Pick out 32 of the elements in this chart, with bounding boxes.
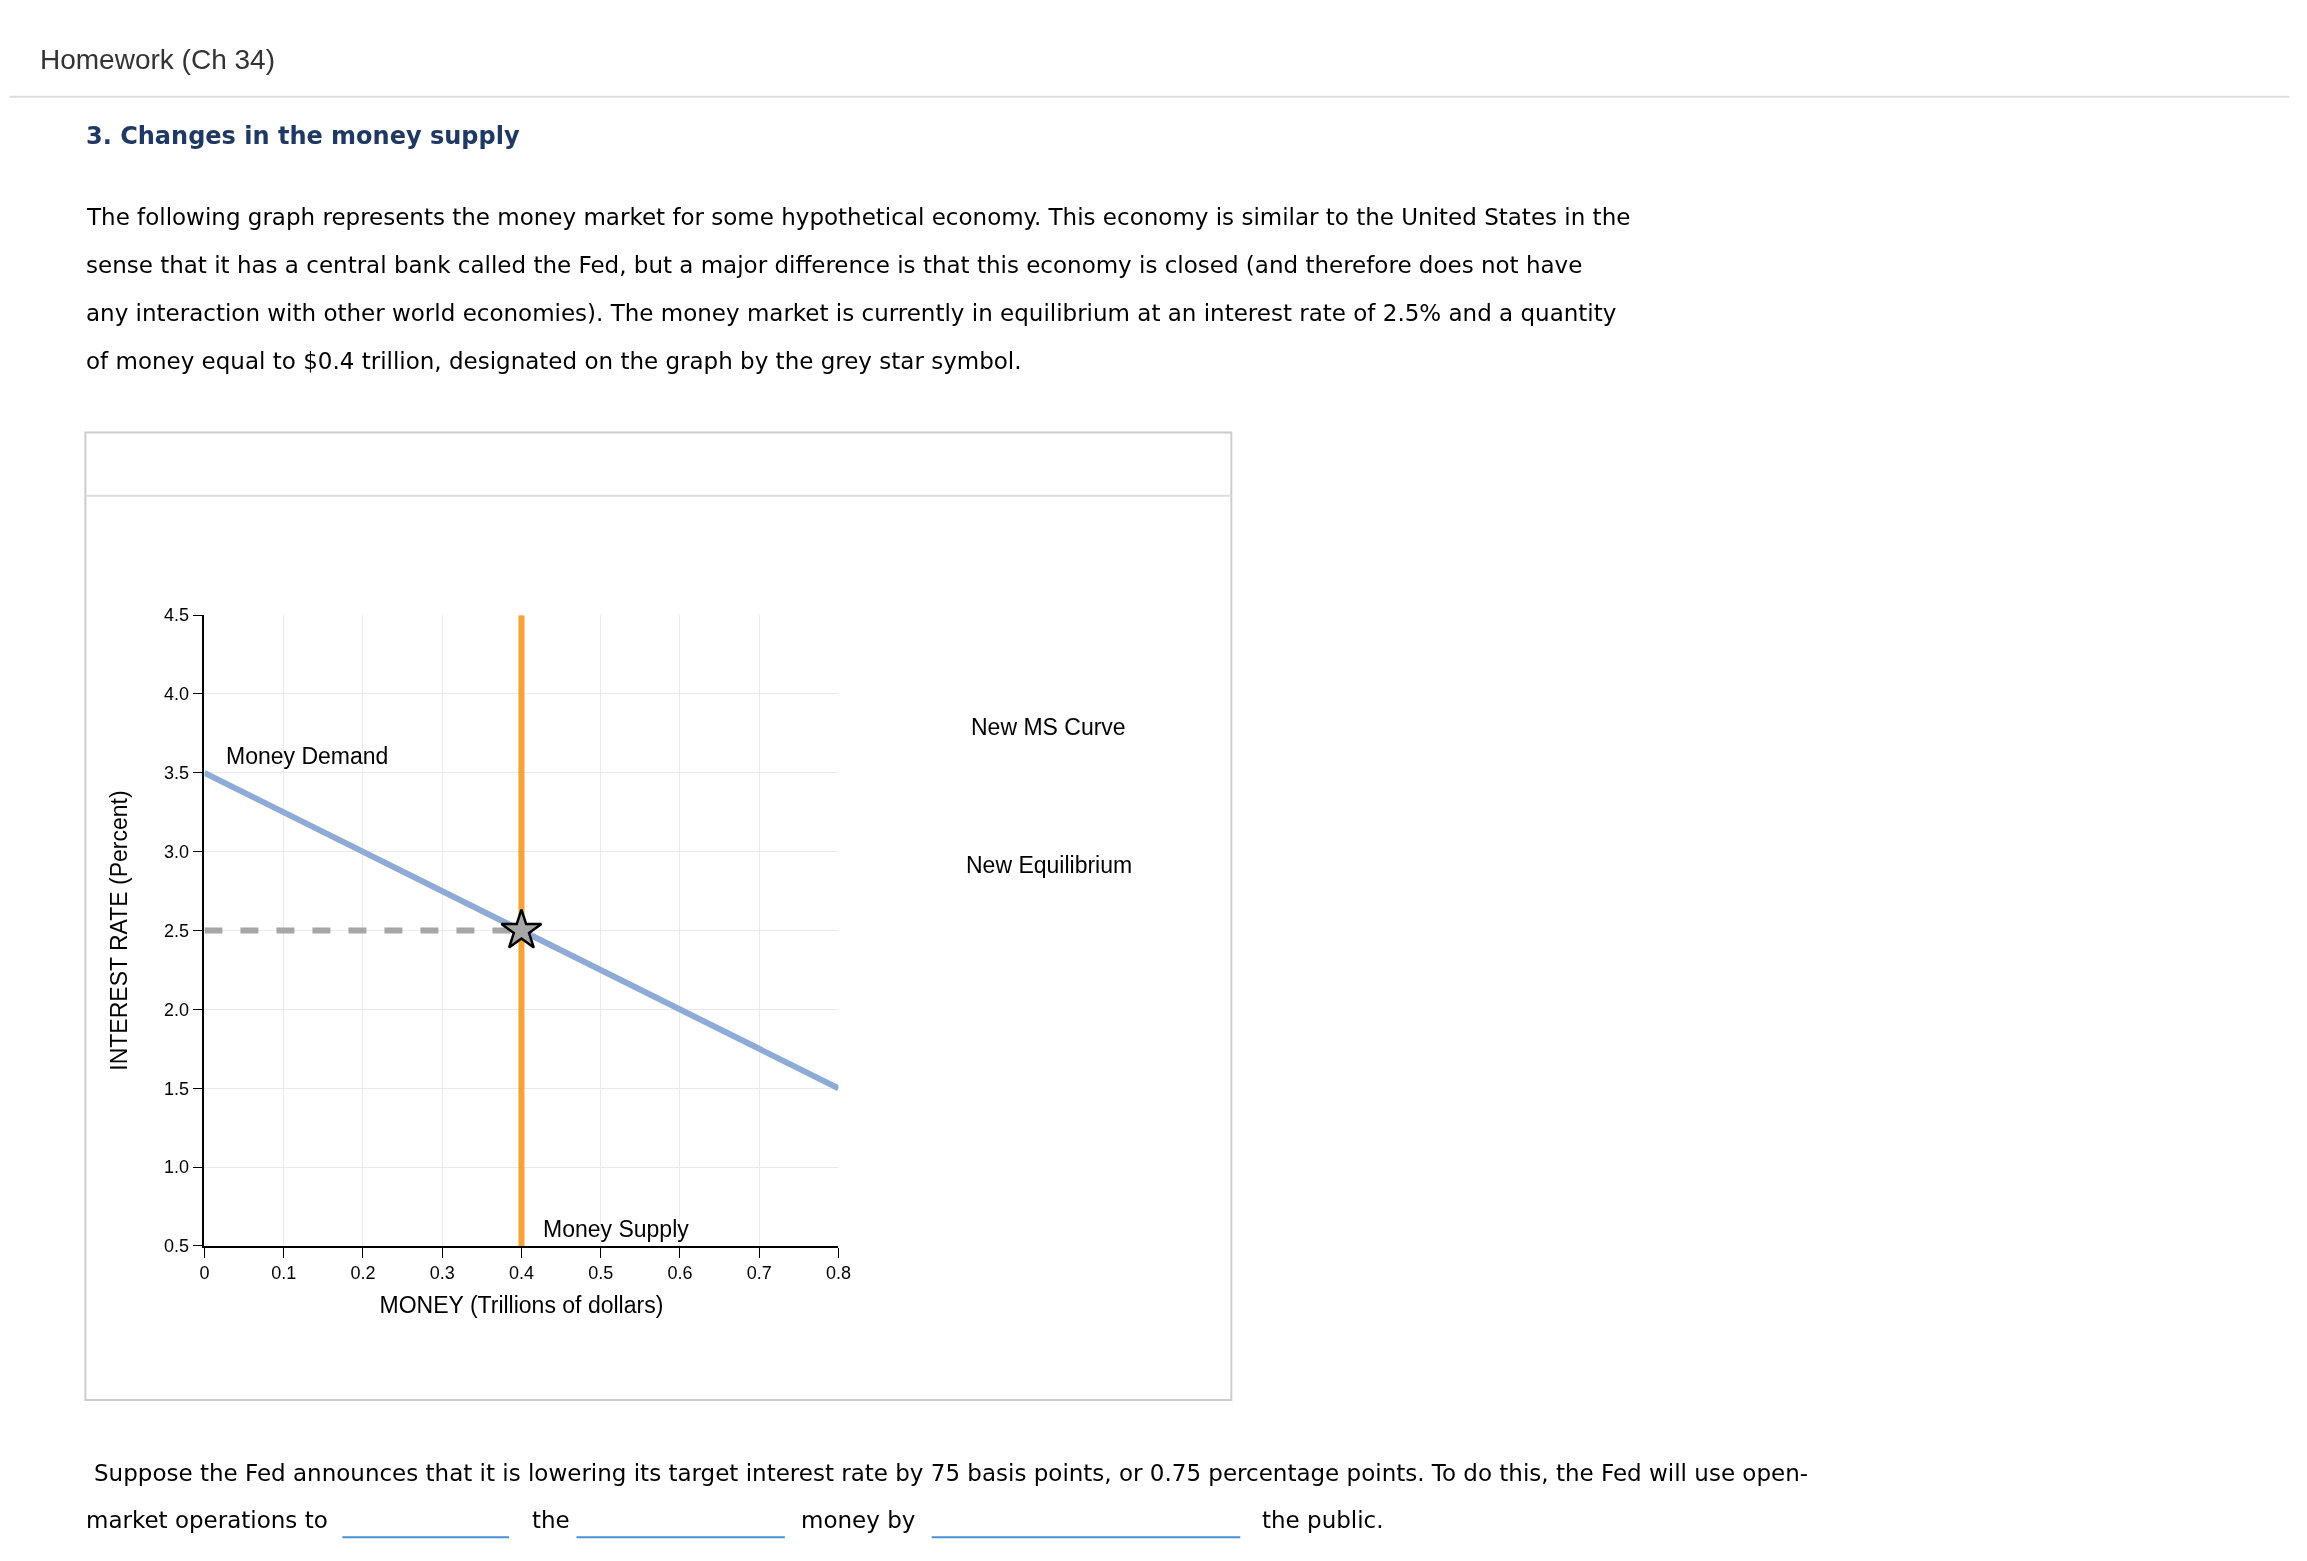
text: money by: [801, 1507, 916, 1533]
x-tick-label: 0.3: [429, 1263, 455, 1284]
y-tick-label: 2.0: [164, 999, 190, 1020]
y-tick-label: 3.5: [164, 763, 190, 784]
y-tick-label: 1.5: [164, 1078, 190, 1099]
x-tick-label: 0.1: [271, 1263, 297, 1284]
x-tick-label: 0.6: [667, 1263, 693, 1284]
chart-title: 3. Changes in the money supply: [86, 122, 520, 150]
y-tick-label: 4.5: [164, 605, 190, 626]
x-tick-label: 0.7: [746, 1263, 772, 1284]
y-tick-label: 3.0: [164, 842, 190, 862]
text: the public.: [1262, 1507, 1384, 1533]
y-axis-title: INTEREST RATE (Percent): [106, 790, 132, 1071]
x-tick-label: 0.2: [350, 1263, 376, 1284]
y-tick-label: 4.0: [164, 684, 190, 705]
x-axis-title: MONEY (Trillions of dollars): [379, 1292, 664, 1319]
y-tick-label: 0.5: [164, 1236, 190, 1257]
series-label: Money Supply: [543, 1216, 690, 1242]
text: New Equilibrium: [966, 852, 1133, 878]
text: Homework (Ch 34): [40, 44, 275, 75]
y-tick-label: 2.5: [164, 920, 190, 941]
x-tick-label: 0.4: [508, 1263, 534, 1284]
x-tick-label: 0: [199, 1263, 210, 1284]
y-tick-label: 1.0: [164, 1157, 190, 1178]
x-tick-label: 0.8: [825, 1263, 851, 1284]
series-label: Money Demand: [226, 743, 389, 769]
text: the: [532, 1507, 570, 1533]
x-tick-label: 0.5: [588, 1263, 614, 1284]
text: New MS Curve: [971, 714, 1126, 740]
chart-subtitle: The following graph represents the money market for some hypothetical economy. This economy is similar to the United States in the sense that it has a central bank called the Fed, but a major difference is that this economy is closed (and therefore does not have any interaction with other world economies). The money market is currently in equilibrium at an interest rate of 2.5% and a quantity of money equal to $0.4 trillion, designated on the graph by the grey star symbol.: [86, 204, 1631, 374]
text: market operations to: [86, 1507, 328, 1533]
text: Suppose the Fed announces that it is lowering its target interest rate by 75 basis points, or 0.75 percentage points. To do this, the Fed will use open-: [94, 1460, 1809, 1486]
